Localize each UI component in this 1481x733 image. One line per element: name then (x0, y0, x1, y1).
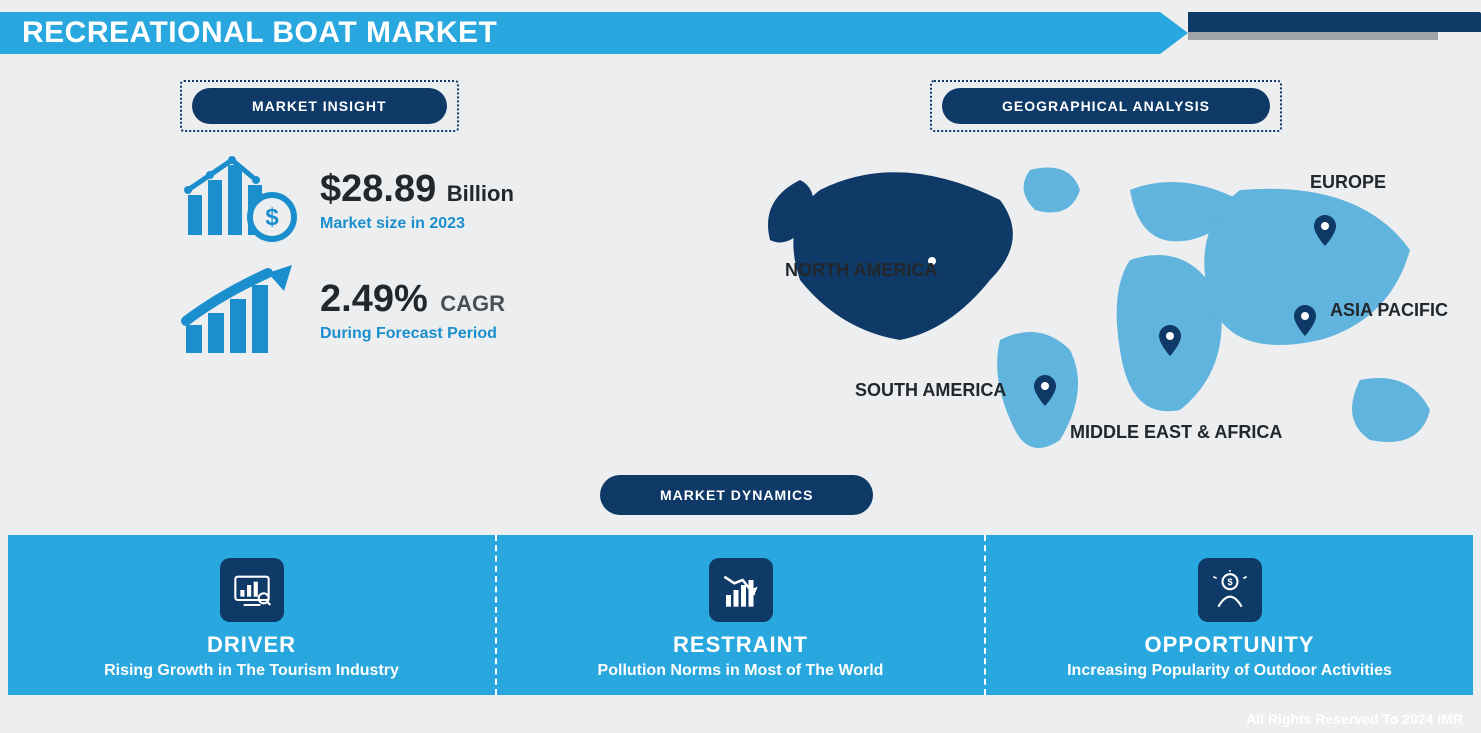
card-title: DRIVER (207, 632, 296, 658)
badge-geographical-analysis: GEOGRAPHICAL ANALYSIS (930, 80, 1282, 132)
idea-money-icon: $ (1198, 558, 1262, 622)
infographic-root: RECREATIONAL BOAT MARKET MARKET INSIGHT … (0, 0, 1481, 733)
map-pin-icon (1159, 325, 1181, 356)
region-label-asia-pacific: ASIA PACIFIC (1330, 300, 1448, 321)
growth-arrow-icon (180, 265, 300, 355)
card-desc: Pollution Norms in Most of The World (578, 662, 904, 680)
badge-label: GEOGRAPHICAL ANALYSIS (942, 88, 1270, 124)
market-dynamics-row: DRIVER Rising Growth in The Tourism Indu… (8, 535, 1473, 695)
cagr-text: 2.49% CAGR During Forecast Period (320, 278, 505, 343)
badge-label: MARKET INSIGHT (192, 88, 447, 124)
market-size-unit: Billion (447, 181, 514, 206)
cagr-label: During Forecast Period (320, 325, 505, 343)
svg-text:$: $ (1227, 577, 1232, 587)
region-label-europe: EUROPE (1310, 172, 1386, 193)
badge-market-dynamics: MARKET DYNAMICS (600, 475, 873, 515)
market-size-label: Market size in 2023 (320, 215, 514, 233)
card-desc: Increasing Popularity of Outdoor Activit… (1047, 662, 1412, 680)
region-label-mea: MIDDLE EAST & AFRICA (1070, 422, 1282, 443)
market-size-text: $28.89 Billion Market size in 2023 (320, 168, 514, 233)
map-pin-icon (1294, 305, 1316, 336)
card-desc: Rising Growth in The Tourism Industry (84, 662, 419, 680)
header: RECREATIONAL BOAT MARKET (0, 0, 1481, 58)
analytics-icon (220, 558, 284, 622)
dynamics-card-driver: DRIVER Rising Growth in The Tourism Indu… (8, 535, 495, 695)
cagr-value: 2.49% (320, 278, 428, 321)
bar-dollar-icon: $ (180, 155, 300, 245)
map-pin-icon (1034, 375, 1056, 406)
page-title: RECREATIONAL BOAT MARKET (22, 16, 497, 50)
region-label-north-america: NORTH AMERICA (785, 260, 937, 281)
region-label-south-america: SOUTH AMERICA (855, 380, 1006, 401)
cagr-row: 2.49% CAGR During Forecast Period (180, 265, 640, 355)
card-title: RESTRAINT (673, 632, 808, 658)
world-map: NORTH AMERICA SOUTH AMERICA EUROPE MIDDL… (700, 150, 1460, 460)
header-ribbon (1160, 12, 1481, 54)
market-size-value: $28.89 (320, 168, 436, 211)
card-title: OPPORTUNITY (1145, 632, 1315, 658)
badge-label: MARKET DYNAMICS (660, 487, 813, 503)
map-pin-icon (1314, 215, 1336, 246)
header-bar: RECREATIONAL BOAT MARKET (0, 12, 1160, 54)
dynamics-card-opportunity: $ OPPORTUNITY Increasing Popularity of O… (984, 535, 1473, 695)
market-size-row: $ $28.89 Billion Market size in 2023 (180, 155, 640, 245)
decline-icon (709, 558, 773, 622)
badge-market-insight: MARKET INSIGHT (180, 80, 459, 132)
cagr-unit: CAGR (440, 291, 505, 316)
market-insight-block: $ $28.89 Billion Market size in 2023 (180, 155, 640, 375)
svg-text:$: $ (265, 204, 279, 231)
footer-copyright: All Rights Reserved To 2024 IMR (1246, 711, 1463, 727)
dynamics-card-restraint: RESTRAINT Pollution Norms in Most of The… (495, 535, 984, 695)
